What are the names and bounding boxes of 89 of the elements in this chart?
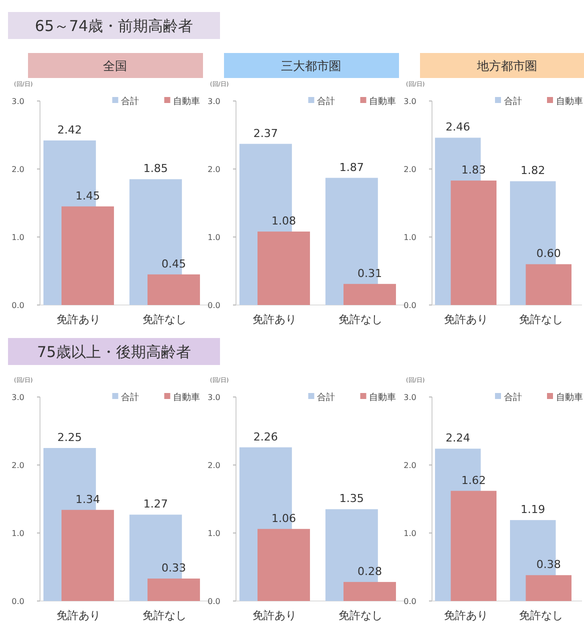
y-tick-label: 2.0 xyxy=(208,461,220,470)
legend-label: 合計 xyxy=(504,96,522,107)
data-label: 1.19 xyxy=(520,503,546,516)
data-label: 2.42 xyxy=(57,123,82,136)
text: 65～74歳・前期高齢者 xyxy=(34,17,194,35)
y-tick-label: 2.0 xyxy=(12,165,24,174)
bar xyxy=(344,582,396,601)
x-tick-label: 免許あり xyxy=(252,313,297,326)
chart-title: 三大都市圏 xyxy=(281,59,341,73)
y-tick-label: 0.0 xyxy=(208,597,220,606)
legend-label: 自動車 xyxy=(173,96,200,107)
data-label: 2.46 xyxy=(446,120,470,134)
bar xyxy=(526,575,572,601)
x-tick-label: 免許なし xyxy=(518,313,563,326)
bar xyxy=(258,232,310,305)
data-label: 0.60 xyxy=(536,247,561,260)
data-label: 2.37 xyxy=(253,126,278,140)
data-label: 0.31 xyxy=(357,266,382,280)
x-tick-label: 免許なし xyxy=(142,609,187,622)
y-tick-label: 1.0 xyxy=(208,529,220,538)
x-tick-label: 免許あり xyxy=(252,609,297,622)
data-label: 1.82 xyxy=(520,164,546,178)
legend-label: 合計 xyxy=(504,392,522,403)
y-tick-label: 0.0 xyxy=(12,597,24,606)
x-tick-label: 免許なし xyxy=(338,609,383,622)
data-label: 1.85 xyxy=(143,162,168,176)
y-tick-label: 1.0 xyxy=(404,233,416,242)
data-label: 1.62 xyxy=(461,474,486,487)
legend-label: 自動車 xyxy=(556,392,583,403)
y-tick-label: 3.0 xyxy=(12,97,24,106)
y-tick-label: 3.0 xyxy=(208,393,220,402)
y-tick-label: 2.0 xyxy=(404,461,416,470)
data-label: 2.25 xyxy=(57,431,82,444)
legend-label: 自動車 xyxy=(369,96,396,107)
data-label: 1.45 xyxy=(75,189,100,202)
data-label: 1.27 xyxy=(143,498,168,511)
data-label: 1.06 xyxy=(271,512,296,525)
y-tick-label: 0.0 xyxy=(12,301,24,310)
y-tick-label: 1.0 xyxy=(12,529,24,538)
y-tick-label: 3.0 xyxy=(208,97,220,106)
y-tick-label: 1.0 xyxy=(12,233,24,242)
bar xyxy=(258,528,310,601)
data-label: 1.34 xyxy=(75,492,100,506)
chart-title: 全国 xyxy=(103,59,127,73)
bar xyxy=(450,180,496,305)
y-tick-label: 3.0 xyxy=(404,97,416,106)
data-label: 0.38 xyxy=(536,558,561,572)
bar xyxy=(450,490,496,601)
bar xyxy=(344,284,396,305)
data-label: 1.87 xyxy=(339,160,364,174)
chart-title: 地方都市圏 xyxy=(476,59,537,73)
data-label: 0.45 xyxy=(161,257,186,270)
data-label: 2.26 xyxy=(253,430,278,444)
bar xyxy=(62,206,114,305)
y-tick-label: 0.0 xyxy=(208,301,220,310)
x-tick-label: 免許あり xyxy=(444,609,488,622)
x-tick-label: 免許あり xyxy=(444,313,488,326)
data-label: 1.35 xyxy=(339,492,364,506)
bar xyxy=(526,264,572,305)
y-tick-label: 3.0 xyxy=(404,393,416,402)
legend-label: 自動車 xyxy=(369,392,396,403)
data-label: 0.33 xyxy=(161,562,186,575)
data-label: 1.08 xyxy=(271,214,296,228)
legend-label: 合計 xyxy=(317,96,336,107)
y-tick-label: 1.0 xyxy=(208,233,220,242)
bar xyxy=(148,578,200,601)
x-tick-label: 免許あり xyxy=(56,609,101,622)
y-tick-label: 3.0 xyxy=(12,393,24,402)
legend-label: 自動車 xyxy=(556,96,583,107)
legend-label: 合計 xyxy=(317,392,336,403)
data-label: 0.28 xyxy=(357,564,382,578)
x-tick-label: 免許なし xyxy=(518,609,563,622)
y-tick-label: 2.0 xyxy=(12,461,24,470)
legend-label: 合計 xyxy=(121,392,140,403)
legend-label: 自動車 xyxy=(173,392,200,403)
y-tick-label: 2.0 xyxy=(404,165,416,174)
data-label: 1.83 xyxy=(461,164,486,177)
x-tick-label: 免許なし xyxy=(338,313,383,326)
y-tick-label: 1.0 xyxy=(404,529,416,538)
text: 75歳以上・後期高齢者 xyxy=(36,343,192,361)
data-label: 2.24 xyxy=(446,432,470,445)
x-tick-label: 免許あり xyxy=(56,313,101,326)
x-tick-label: 免許なし xyxy=(142,313,187,326)
bar xyxy=(62,510,114,601)
y-tick-label: 2.0 xyxy=(208,165,220,174)
y-tick-label: 0.0 xyxy=(404,301,416,310)
y-tick-label: 0.0 xyxy=(404,597,416,606)
bar xyxy=(148,274,200,305)
legend-label: 合計 xyxy=(121,96,140,107)
